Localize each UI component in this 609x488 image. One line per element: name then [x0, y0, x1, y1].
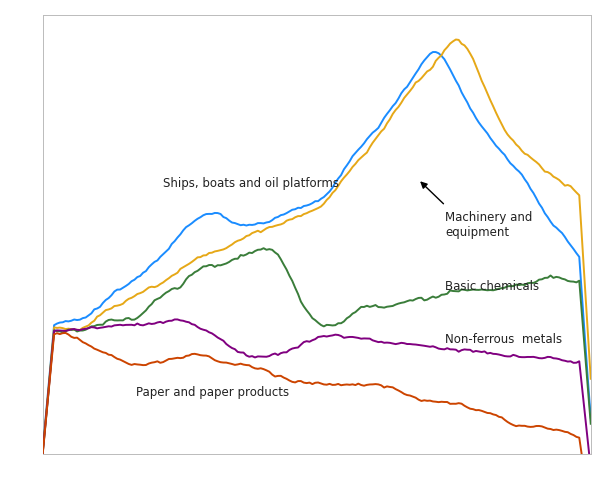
- Text: Machinery and
equipment: Machinery and equipment: [445, 211, 533, 240]
- Text: Non-ferrous  metals: Non-ferrous metals: [445, 333, 563, 346]
- Text: Ships, boats and oil platforms: Ships, boats and oil platforms: [163, 177, 339, 190]
- Text: Basic chemicals: Basic chemicals: [445, 281, 540, 293]
- Text: Paper and paper products: Paper and paper products: [136, 386, 289, 399]
